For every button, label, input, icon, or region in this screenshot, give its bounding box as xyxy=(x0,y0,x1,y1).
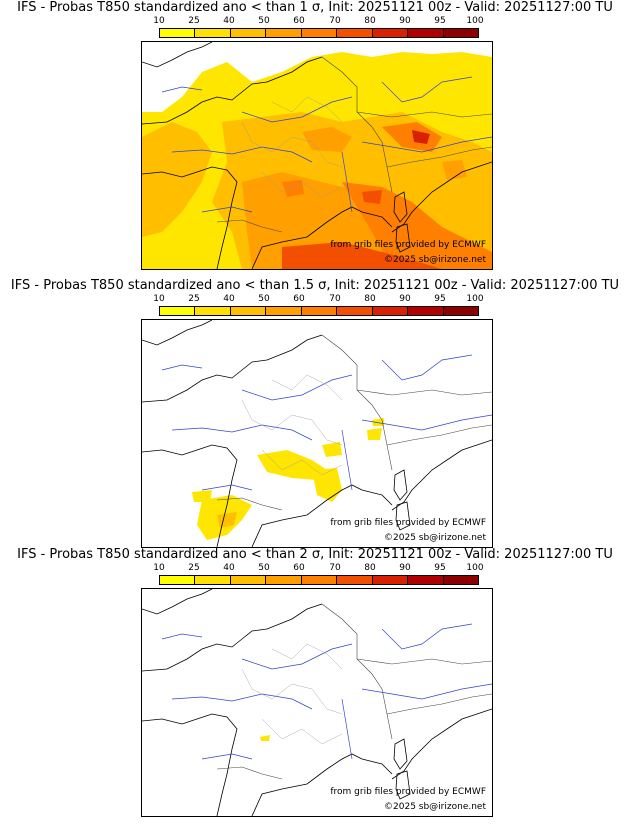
colorbar-swatch xyxy=(266,307,302,315)
admin-borders xyxy=(241,374,343,476)
colorbar-label: 50 xyxy=(258,563,270,573)
map-graphic xyxy=(142,320,492,547)
colorbar-label: 90 xyxy=(399,563,411,573)
credit-source: from grib files provided by ECMWF xyxy=(330,240,486,250)
colorbar-swatch xyxy=(372,307,409,315)
colorbar-swatch xyxy=(160,307,196,315)
colorbar-swatch xyxy=(337,29,373,37)
colorbar-swatch xyxy=(195,576,231,584)
colorbar-label: 25 xyxy=(188,563,200,573)
colorbar-swatch xyxy=(301,307,338,315)
probability-map: from grib files provided by ECMWF ©2025 … xyxy=(141,588,493,817)
colorbar-label: 70 xyxy=(329,294,341,304)
credit-source: from grib files provided by ECMWF xyxy=(330,518,486,528)
colorbar-label: 90 xyxy=(399,294,411,304)
panel-title: IFS - Probas T850 standardized ano < tha… xyxy=(17,0,613,15)
colorbar-swatch xyxy=(443,576,478,584)
admin-borders xyxy=(241,643,343,745)
colorbar-label: 60 xyxy=(293,563,305,573)
credit-source: from grib files provided by ECMWF xyxy=(330,787,486,797)
colorbar-label: 80 xyxy=(364,294,376,304)
probability-map: from grib files provided by ECMWF ©2025 … xyxy=(141,41,493,270)
colorbar-label: 95 xyxy=(434,16,446,26)
colorbar-swatch xyxy=(408,29,444,37)
panel-title: IFS - Probas T850 standardized ano < tha… xyxy=(17,547,613,562)
colorbar-label: 50 xyxy=(258,294,270,304)
rivers xyxy=(161,354,492,491)
credit-copyright: ©2025 sb@irizone.net xyxy=(384,255,486,265)
colorbar-swatch xyxy=(408,576,444,584)
colorbar-swatch xyxy=(195,29,231,37)
colorbar-swatch xyxy=(372,29,409,37)
colorbar-label: 80 xyxy=(364,563,376,573)
colorbar-labels: 10 25 40 50 60 70 80 90 95 100 xyxy=(141,563,501,575)
colorbar-label: 95 xyxy=(434,294,446,304)
colorbar-label: 100 xyxy=(466,16,484,26)
country-borders xyxy=(216,56,492,233)
map-panel-1: IFS - Probas T850 standardized ano < tha… xyxy=(0,0,630,270)
credit-copyright: ©2025 sb@irizone.net xyxy=(384,533,486,543)
colorbar-label: 70 xyxy=(329,563,341,573)
colorbar-swatch xyxy=(301,29,338,37)
colorbar-label: 40 xyxy=(223,563,235,573)
colorbar-label: 25 xyxy=(188,294,200,304)
colorbar-label: 10 xyxy=(153,16,165,26)
colorbar-label: 60 xyxy=(293,16,305,26)
country-borders xyxy=(216,603,492,780)
credit-copyright: ©2025 sb@irizone.net xyxy=(384,802,486,812)
coastline xyxy=(142,42,492,269)
colorbar-swatch xyxy=(443,307,478,315)
coastline xyxy=(142,320,492,547)
rivers xyxy=(161,623,492,760)
colorbar-label: 10 xyxy=(153,563,165,573)
colorbar-swatch xyxy=(230,307,267,315)
colorbar-label: 50 xyxy=(258,16,270,26)
map-graphic xyxy=(142,42,492,269)
colorbar-swatch xyxy=(160,576,196,584)
map-graphic xyxy=(142,589,492,816)
rivers xyxy=(161,76,492,213)
colorbar-label: 60 xyxy=(293,294,305,304)
colorbar-swatch xyxy=(372,576,409,584)
colorbar-swatch xyxy=(408,307,444,315)
colorbar-swatch xyxy=(230,576,267,584)
colorbar-swatch xyxy=(301,576,338,584)
map-panel-2: IFS - Probas T850 standardized ano < tha… xyxy=(0,278,630,548)
colorbar-label: 95 xyxy=(434,563,446,573)
colorbar-swatch xyxy=(230,29,267,37)
colorbar-swatch xyxy=(266,29,302,37)
colorbar-labels: 10 25 40 50 60 70 80 90 95 100 xyxy=(141,294,501,306)
colorbar-swatch xyxy=(195,307,231,315)
colorbar xyxy=(159,575,479,585)
colorbar-label: 100 xyxy=(466,563,484,573)
colorbar-label: 40 xyxy=(223,16,235,26)
colorbar-label: 25 xyxy=(188,16,200,26)
colorbar-label: 10 xyxy=(153,294,165,304)
probability-field xyxy=(142,52,492,269)
colorbar-label: 90 xyxy=(399,16,411,26)
probability-field xyxy=(260,735,270,741)
colorbar xyxy=(159,306,479,316)
colorbar-label: 40 xyxy=(223,294,235,304)
probability-map: from grib files provided by ECMWF ©2025 … xyxy=(141,319,493,548)
panel-title: IFS - Probas T850 standardized ano < tha… xyxy=(10,278,620,293)
colorbar-label: 100 xyxy=(466,294,484,304)
colorbar-swatch xyxy=(443,29,478,37)
colorbar-swatch xyxy=(266,576,302,584)
coastline xyxy=(142,589,492,816)
map-panel-3: IFS - Probas T850 standardized ano < tha… xyxy=(0,547,630,817)
colorbar-swatch xyxy=(337,576,373,584)
colorbar-label: 70 xyxy=(329,16,341,26)
admin-borders xyxy=(241,96,343,198)
colorbar-labels: 10 25 40 50 60 70 80 90 95 100 xyxy=(141,16,501,28)
colorbar-swatch xyxy=(337,307,373,315)
colorbar-swatch xyxy=(160,29,196,37)
colorbar xyxy=(159,28,479,38)
colorbar-label: 80 xyxy=(364,16,376,26)
country-borders xyxy=(216,334,492,511)
